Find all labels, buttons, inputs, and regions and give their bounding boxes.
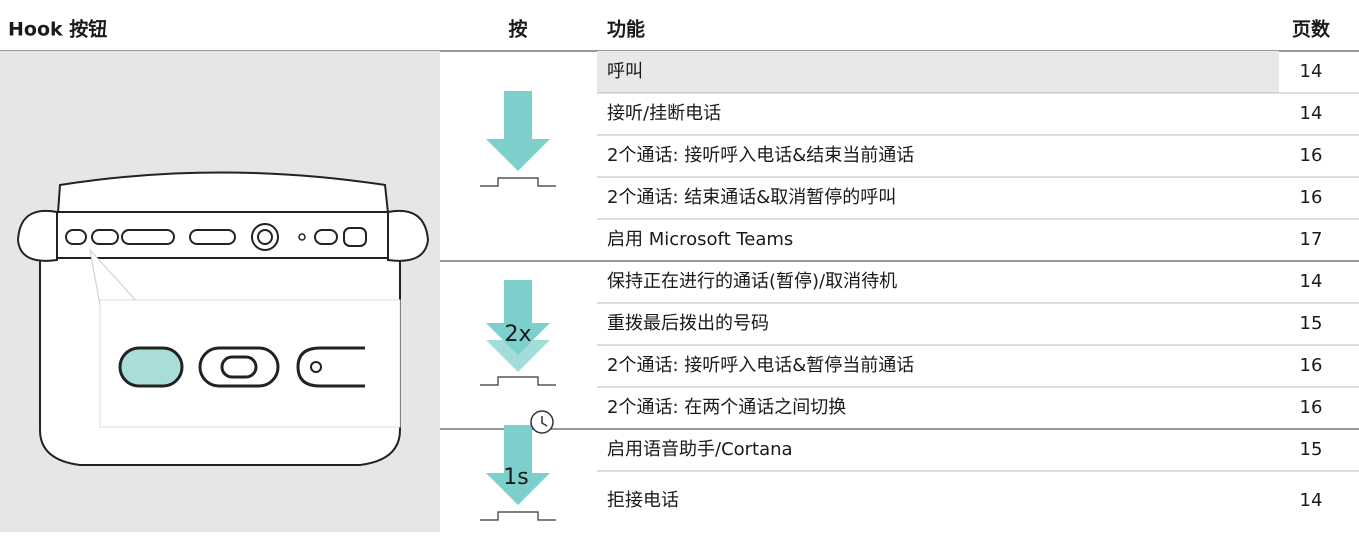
function-text: 接听/挂断电话 [607, 103, 721, 124]
button-base [480, 511, 556, 521]
page-number: 14 [1300, 490, 1323, 511]
page-number: 16 [1300, 145, 1323, 166]
header-button: Hook 按钮 [8, 18, 107, 41]
function-text: 2个通话: 接听呼入电话&暂停当前通话 [607, 355, 914, 376]
page-number: 15 [1300, 313, 1323, 334]
button-base [480, 376, 556, 386]
function-text: 拒接电话 [607, 490, 679, 511]
page-number: 16 [1300, 397, 1323, 418]
page-number: 17 [1300, 229, 1323, 250]
header-page: 页数 [1292, 18, 1331, 41]
page-number: 16 [1300, 355, 1323, 376]
function-text: 2个通话: 结束通话&取消暂停的呼叫 [607, 187, 896, 208]
function-text: 启用语音助手/Cortana [607, 439, 793, 460]
icon-label: 2x [504, 322, 531, 347]
function-text: 保持正在进行的通话(暂停)/取消待机 [607, 271, 897, 292]
page-number: 14 [1300, 61, 1323, 82]
arrow-shaft [504, 280, 532, 325]
header-function: 功能 [607, 18, 645, 41]
arrow-head [486, 473, 550, 505]
function-text: 启用 Microsoft Teams [607, 229, 793, 250]
headset-illustration [0, 51, 440, 532]
function-text: 2个通话: 在两个通话之间切换 [607, 397, 846, 418]
function-text: 重拨最后拨出的号码 [607, 313, 769, 334]
page-number: 16 [1300, 187, 1323, 208]
arrow-head [486, 323, 550, 355]
function-text: 呼叫 [607, 61, 643, 82]
row-highlight [597, 51, 1279, 93]
function-text: 2个通话: 接听呼入电话&结束当前通话 [607, 145, 914, 166]
arrow-head [486, 139, 550, 171]
arrow-shaft [504, 91, 532, 141]
page-number: 15 [1300, 439, 1323, 460]
page-number: 14 [1300, 103, 1323, 124]
clock-hands [541, 416, 548, 427]
header-press: 按 [508, 18, 527, 41]
chevron [486, 340, 550, 372]
arrow-shaft [504, 425, 532, 475]
icon-label: 1s [503, 465, 528, 490]
button-base [480, 177, 556, 187]
page-number: 14 [1300, 271, 1323, 292]
